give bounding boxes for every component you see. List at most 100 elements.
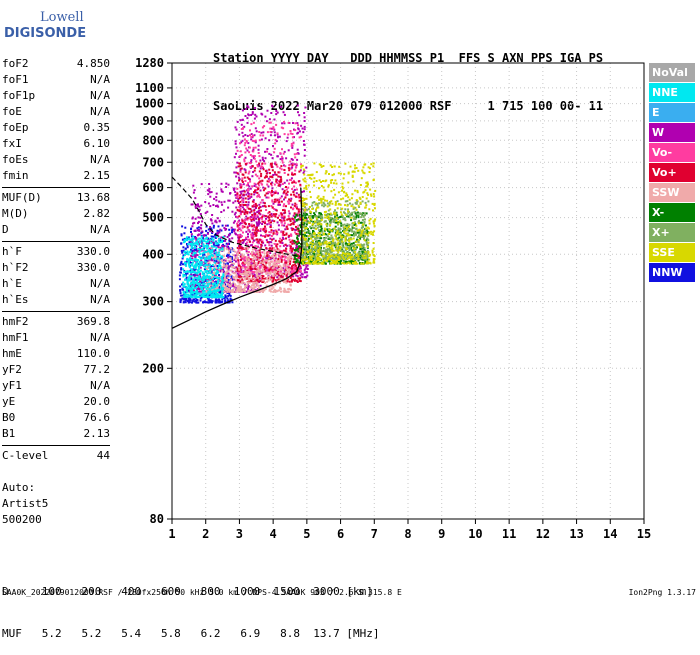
echo-point [288, 169, 290, 171]
echo-point [256, 238, 258, 240]
echo-point [251, 193, 253, 195]
echo-point [290, 289, 292, 291]
echo-point [305, 268, 307, 270]
echo-point [252, 249, 254, 251]
echo-point [255, 286, 257, 288]
echo-point [326, 243, 328, 245]
echo-point [258, 212, 260, 214]
echo-point [294, 122, 296, 124]
echo-point [229, 234, 231, 236]
echo-point [294, 217, 296, 219]
echo-point [355, 232, 357, 234]
echo-point [260, 134, 262, 136]
echo-point [277, 136, 279, 138]
echo-point [269, 290, 271, 292]
echo-point [226, 245, 228, 247]
echo-point [253, 191, 255, 193]
echo-point [303, 112, 305, 114]
echo-point [289, 261, 291, 263]
echo-point [319, 235, 321, 237]
echo-point [304, 256, 306, 258]
echo-point [240, 276, 242, 278]
echo-point [287, 228, 289, 230]
echo-point [225, 296, 227, 298]
echo-point [331, 203, 333, 205]
echo-point [372, 234, 374, 236]
echo-point [256, 205, 258, 207]
echo-point [231, 237, 233, 239]
echo-point [221, 259, 223, 261]
echo-point [283, 225, 285, 227]
echo-point [313, 181, 315, 183]
echo-point [304, 271, 306, 273]
echo-point [297, 124, 299, 126]
echo-point [275, 240, 277, 242]
echo-point [252, 201, 254, 203]
echo-point [236, 182, 238, 184]
echo-point [281, 122, 283, 124]
echo-point [179, 271, 181, 273]
echo-point [272, 206, 274, 208]
echo-point [259, 139, 261, 141]
echo-point [369, 254, 371, 256]
echo-point [248, 178, 250, 180]
echo-point [355, 241, 357, 243]
echo-point [297, 251, 299, 253]
echo-point [249, 129, 251, 131]
echo-point [224, 240, 226, 242]
echo-point [343, 246, 345, 248]
echo-point [358, 239, 360, 241]
echo-point [265, 273, 267, 275]
echo-point [288, 215, 290, 217]
echo-point [248, 259, 250, 261]
echo-point [249, 134, 251, 136]
echo-point [204, 300, 206, 302]
echo-point [350, 166, 352, 168]
echo-point [244, 219, 246, 221]
echo-point [275, 256, 277, 258]
echo-point [240, 171, 242, 173]
echo-point [221, 270, 223, 272]
echo-point [266, 278, 268, 280]
echo-point [299, 277, 301, 279]
echo-point [328, 253, 330, 255]
echo-point [251, 219, 253, 221]
echo-point [363, 253, 365, 255]
echo-point [328, 233, 330, 235]
echo-point [353, 180, 355, 182]
echo-point [249, 241, 251, 243]
echo-point [186, 277, 188, 279]
echo-point [343, 173, 345, 175]
echo-point [351, 205, 353, 207]
echo-point [248, 262, 250, 264]
echo-point [292, 208, 294, 210]
echo-point [328, 173, 330, 175]
echo-point [339, 229, 341, 231]
echo-point [304, 198, 306, 200]
echo-point [182, 298, 184, 300]
echo-point [273, 220, 275, 222]
echo-point [274, 192, 276, 194]
echo-point [278, 249, 280, 251]
echo-point [347, 233, 349, 235]
echo-point [279, 238, 281, 240]
echo-point [249, 272, 251, 274]
echo-point [362, 200, 364, 202]
echo-point [291, 265, 293, 267]
echo-point [298, 210, 300, 212]
echo-point [236, 216, 238, 218]
echo-point [209, 226, 211, 228]
echo-point [267, 235, 269, 237]
echo-point [296, 237, 298, 239]
echo-point [284, 133, 286, 135]
echo-point [341, 214, 343, 216]
echo-point [245, 163, 247, 165]
echo-point [244, 272, 246, 274]
echo-point [180, 267, 182, 269]
echo-point [236, 257, 238, 259]
echo-point [185, 300, 187, 302]
echo-point [344, 224, 346, 226]
echo-point [339, 216, 341, 218]
echo-point [298, 180, 300, 182]
echo-point [288, 272, 290, 274]
